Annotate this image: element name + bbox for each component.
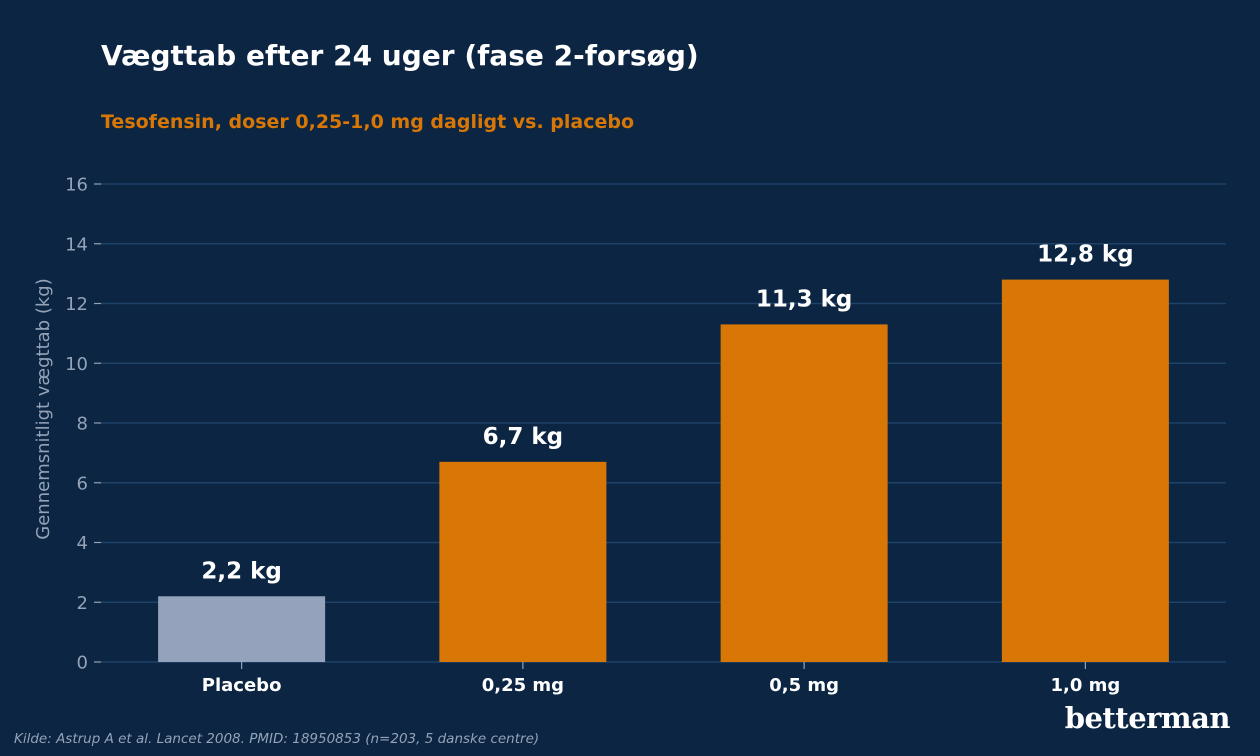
chart-subtitle: Tesofensin, doser 0,25-1,0 mg dagligt vs… xyxy=(101,111,634,133)
y-tick-label: 0 xyxy=(77,653,88,674)
axes: 0 2 4 6 8 10 12 14 16 Placebo 0,25 mg 0,5 mg 1,0 mg xyxy=(65,175,1120,697)
bar xyxy=(1001,279,1169,662)
y-tick-label: 16 xyxy=(65,175,88,196)
x-tick-label: 1,0 mg xyxy=(1050,675,1120,696)
y-tick-label: 6 xyxy=(77,473,88,494)
source-note: Kilde: Astrup A et al. Lancet 2008. PMID… xyxy=(14,731,539,747)
bar xyxy=(439,461,607,662)
y-tick-label: 8 xyxy=(77,414,88,435)
x-tick-label: 0,25 mg xyxy=(482,675,564,696)
brand-logo: betterman xyxy=(1065,701,1231,735)
chart-title: Vægttab efter 24 uger (fase 2-forsøg) xyxy=(101,39,699,72)
y-axis-label: Gennemsnitligt vægttab (kg) xyxy=(33,278,54,539)
bar xyxy=(158,596,326,662)
bars xyxy=(158,279,1169,662)
x-tick-label: Placebo xyxy=(202,675,282,696)
y-tick-label: 14 xyxy=(65,234,88,255)
y-tick-label: 12 xyxy=(65,294,88,315)
data-label: 6,7 kg xyxy=(483,424,564,450)
bar xyxy=(720,324,888,662)
y-tick-label: 2 xyxy=(77,593,88,614)
y-tick-label: 4 xyxy=(77,533,88,554)
y-tick-label: 10 xyxy=(65,354,88,375)
data-label: 12,8 kg xyxy=(1037,242,1134,268)
data-label: 2,2 kg xyxy=(201,558,282,584)
x-tick-label: 0,5 mg xyxy=(769,675,839,696)
data-labels: 2,2 kg 6,7 kg 11,3 kg 12,8 kg xyxy=(201,242,1133,585)
data-label: 11,3 kg xyxy=(756,286,853,312)
